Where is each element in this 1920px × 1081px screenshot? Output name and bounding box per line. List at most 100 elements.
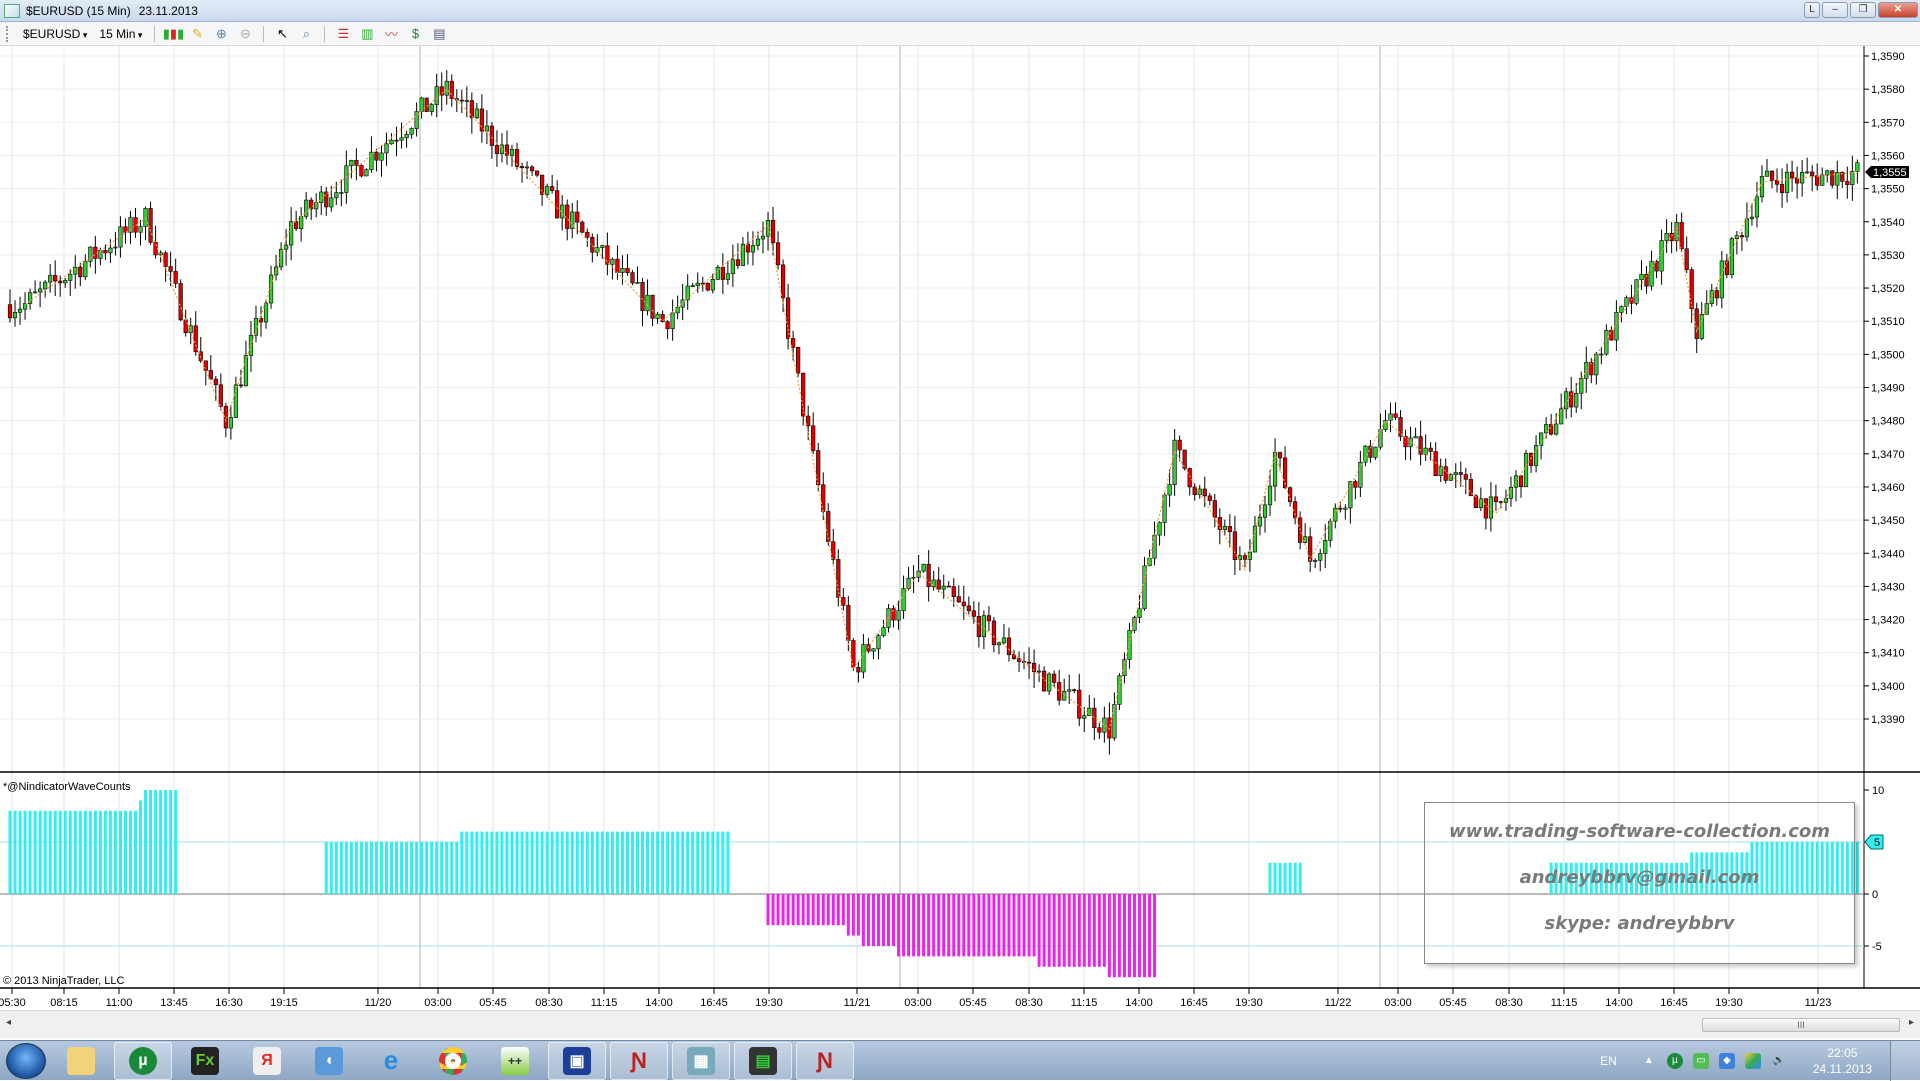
- taskbar-chrome[interactable]: [424, 1042, 482, 1080]
- indicator-bar-positive: [666, 831, 670, 894]
- indicator-bar-negative: [987, 894, 991, 957]
- taskbar-network-monitor[interactable]: ▦: [672, 1041, 730, 1080]
- language-indicator[interactable]: EN: [1600, 1054, 1617, 1068]
- indicator-bar-positive: [1800, 842, 1804, 894]
- indicator-bar-positive: [1619, 862, 1623, 894]
- indicator-bar-positive: [641, 831, 645, 894]
- scroll-right-arrow-icon[interactable]: ▸: [1908, 1017, 1914, 1028]
- candle-down: [193, 325, 198, 353]
- indicator-bar-positive: [1740, 852, 1744, 894]
- cursor-icon[interactable]: ↖: [277, 25, 288, 41]
- indicator-bar-positive: [385, 842, 388, 894]
- google-drive-icon[interactable]: [1744, 1053, 1761, 1069]
- zoom-out-icon[interactable]: ⊖: [240, 25, 251, 41]
- candle-down: [745, 243, 751, 253]
- indicator-bar-positive: [430, 842, 434, 894]
- scrollbar-thumb[interactable]: III: [1702, 1018, 1900, 1032]
- taskbar-save-64[interactable]: ▣: [548, 1041, 606, 1080]
- interval-dropdown[interactable]: 15 Min: [95, 27, 146, 41]
- candle-up: [484, 125, 490, 132]
- candle-down: [58, 280, 63, 284]
- candle-up: [1664, 232, 1669, 241]
- candle-down: [203, 360, 208, 371]
- dropbox-icon[interactable]: ◆: [1718, 1053, 1735, 1069]
- candle-up: [1423, 447, 1428, 455]
- horizontal-scrollbar[interactable]: ◂ III ▸: [0, 1010, 1920, 1038]
- candle-up: [1709, 290, 1714, 304]
- taskbar-trading-terminal[interactable]: ▤: [734, 1041, 792, 1080]
- network-icon[interactable]: ▭: [1692, 1053, 1709, 1069]
- candle-down: [1232, 531, 1237, 561]
- indicator-bar-negative: [1017, 894, 1021, 957]
- candle-down: [550, 186, 555, 191]
- taskbar-notepad-plus[interactable]: ++: [486, 1042, 544, 1080]
- chart-style-icon[interactable]: ▮ ▮ ▮: [162, 25, 185, 41]
- pencil-draw-icon[interactable]: ✎: [192, 25, 203, 41]
- indicator-bar-positive: [500, 831, 504, 894]
- candle-up: [1157, 522, 1162, 536]
- magnifier-icon[interactable]: ⌕: [302, 25, 311, 41]
- indicator-bar-positive: [450, 842, 454, 894]
- candle-up: [38, 288, 43, 293]
- show-desktop-button[interactable]: [1890, 1041, 1920, 1081]
- candle-up: [278, 248, 284, 268]
- indicator-bar-positive: [1640, 862, 1643, 894]
- candle-up: [1082, 715, 1087, 719]
- indicator-bar-negative: [1012, 894, 1016, 957]
- minimize-button[interactable]: ‒: [1822, 2, 1848, 18]
- utorrent-tray-icon[interactable]: µ: [1666, 1053, 1683, 1069]
- indicator-bar-negative: [846, 894, 850, 936]
- taskbar-explorer[interactable]: [52, 1042, 110, 1080]
- taskbar-forex-app[interactable]: Fx: [176, 1042, 234, 1080]
- instrument-dropdown[interactable]: $EURUSD: [19, 27, 91, 41]
- candle-up: [1574, 392, 1579, 408]
- indicator-bar-positive: [1770, 842, 1774, 894]
- taskbar-utorrent[interactable]: µ: [114, 1041, 172, 1080]
- candle-down: [1549, 424, 1554, 435]
- indicator-bar-positive: [701, 831, 705, 894]
- candle-down: [640, 282, 645, 312]
- scroll-left-arrow-icon[interactable]: ◂: [6, 1017, 12, 1028]
- indicator-bar-positive: [354, 842, 358, 894]
- toolbar-separator: [154, 25, 156, 42]
- time-tick-label: 19:30: [1715, 997, 1743, 1009]
- taskbar-ninjatrader[interactable]: Ɲ: [610, 1041, 668, 1080]
- indicator-bar-positive: [1805, 842, 1809, 894]
- show-hidden-icons-icon[interactable]: ▲: [1643, 1055, 1654, 1066]
- candle-down: [178, 283, 183, 321]
- properties-icon[interactable]: ▤: [433, 25, 446, 41]
- start-button[interactable]: [6, 1042, 46, 1079]
- taskbar-sound-app[interactable]: ◖: [300, 1042, 358, 1080]
- close-button[interactable]: ✕: [1878, 2, 1918, 18]
- strategy-icon[interactable]: $: [411, 26, 420, 41]
- link-button[interactable]: L: [1804, 2, 1820, 18]
- candle-down: [53, 275, 58, 282]
- taskbar-internet-explorer[interactable]: e: [362, 1042, 420, 1080]
- toolbar-grip[interactable]: [6, 25, 9, 42]
- system-tray: EN ▲ µ ▭ ◆ 🔊 22:05 24.11.2013: [1600, 1041, 1872, 1081]
- chart-area[interactable]: 1,3590 1,3580 1,3570 1,3560 1,3550 1,3540 1,35…: [0, 46, 1920, 1010]
- restore-button[interactable]: ❐: [1850, 2, 1876, 18]
- candle-up: [1197, 488, 1202, 495]
- clock[interactable]: 22:05 24.11.2013: [1813, 1045, 1872, 1077]
- volume-icon[interactable]: 🔊: [1772, 1055, 1786, 1066]
- indicator-bar-positive: [490, 831, 494, 894]
- indicators-icon[interactable]: 〰: [384, 27, 398, 42]
- candle-up: [48, 275, 53, 283]
- indicator-bar-negative: [937, 894, 941, 957]
- candle-up: [429, 104, 434, 112]
- candle-down: [841, 597, 846, 606]
- order-icon[interactable]: ☰: [337, 25, 350, 41]
- indicator-bar-negative: [821, 894, 825, 926]
- candle-down: [785, 297, 791, 339]
- candle-up: [369, 151, 374, 170]
- candle-up: [545, 186, 550, 195]
- taskbar-yandex[interactable]: Я: [238, 1042, 296, 1080]
- candle-down: [1774, 180, 1780, 185]
- taskbar-ninjatrader-2[interactable]: Ɲ: [796, 1041, 854, 1080]
- candle-down: [775, 242, 781, 266]
- indicator-bar-positive: [1685, 862, 1689, 894]
- candle-down: [1830, 170, 1835, 186]
- bars-icon[interactable]: ▥: [361, 25, 374, 41]
- zoom-in-icon[interactable]: ⊕: [216, 25, 227, 41]
